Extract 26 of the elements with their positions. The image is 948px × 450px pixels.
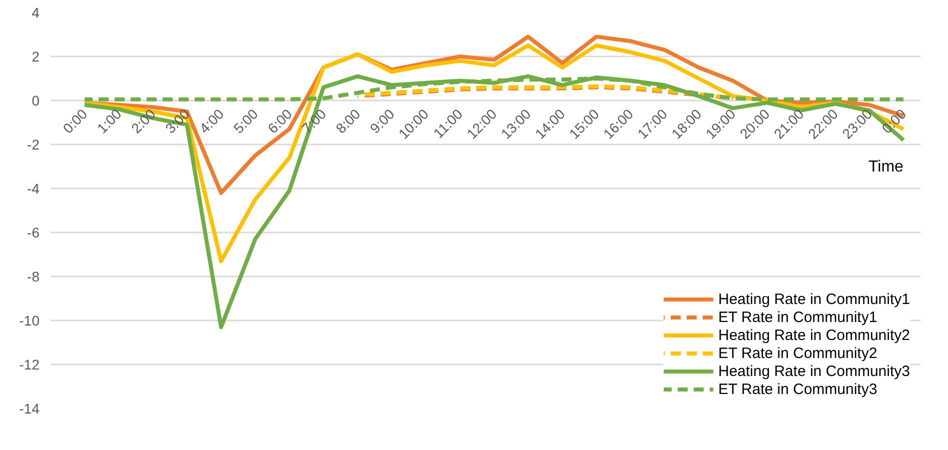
legend-label: Heating Rate in Community2 — [718, 326, 910, 344]
legend-label: ET Rate in Community1 — [718, 308, 878, 326]
legend-label: Heating Rate in Community3 — [718, 362, 910, 380]
x-tick-label: 0:00 — [60, 106, 90, 136]
x-tick-label: 5:00 — [230, 106, 262, 136]
x-tick-label: 4:00 — [196, 106, 227, 136]
x-tick-label: 0:00 — [878, 106, 910, 136]
x-tick-label: 9:00 — [366, 106, 398, 136]
y-tick-label: -6 — [27, 224, 40, 240]
x-tick-label: 7:00 — [298, 106, 330, 136]
legend-label: ET Rate in Community2 — [718, 344, 878, 362]
y-tick-label: -14 — [19, 400, 40, 416]
y-tick-label: -12 — [19, 356, 40, 372]
y-tick-label: 0 — [32, 92, 40, 108]
y-tick-label: 2 — [32, 48, 40, 64]
legend-label: Heating Rate in Community1 — [718, 290, 910, 308]
y-tick-label: -2 — [27, 136, 40, 152]
y-tick-label: -10 — [19, 312, 40, 328]
x-tick-label: 3:00 — [162, 106, 193, 136]
y-tick-label: -8 — [27, 268, 40, 284]
x-tick-label: 6:00 — [264, 106, 296, 136]
x-axis-title: Time — [868, 158, 904, 176]
y-tick-label: -4 — [27, 180, 40, 196]
y-tick-label: 4 — [32, 4, 40, 20]
legend-label: ET Rate in Community3 — [718, 380, 878, 398]
x-tick-label: 8:00 — [332, 106, 364, 136]
